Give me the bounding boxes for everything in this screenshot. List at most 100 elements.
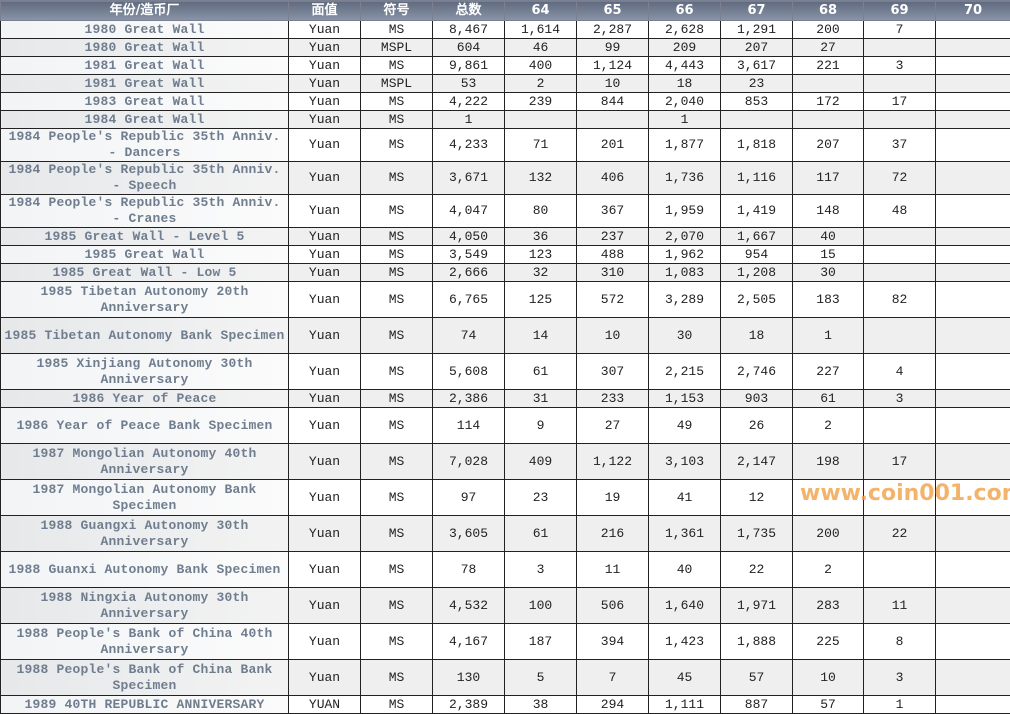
- grade-70-cell: [936, 408, 1010, 444]
- grade-70-cell: [936, 129, 1010, 162]
- grade-67-cell: 2,505: [721, 282, 793, 318]
- grade-64-cell: 71: [505, 129, 577, 162]
- grade-64-cell: 400: [505, 57, 577, 75]
- grade-64-cell: 132: [505, 162, 577, 195]
- grade-68-cell: 61: [793, 390, 864, 408]
- header-grade-65: 65: [577, 1, 649, 21]
- grade-66-cell: 49: [649, 408, 721, 444]
- grade-65-cell: 19: [577, 480, 649, 516]
- symbol-cell: MS: [361, 624, 433, 660]
- grade-69-cell: [864, 39, 936, 57]
- symbol-cell: MS: [361, 57, 433, 75]
- total-cell: 4,222: [433, 93, 505, 111]
- grade-67-cell: 57: [721, 660, 793, 696]
- grade-68-cell: 30: [793, 264, 864, 282]
- grade-70-cell: [936, 354, 1010, 390]
- grade-67-cell: [721, 111, 793, 129]
- grade-69-cell: 37: [864, 129, 936, 162]
- grade-64-cell: 123: [505, 246, 577, 264]
- grade-67-cell: 853: [721, 93, 793, 111]
- grade-70-cell: [936, 21, 1010, 39]
- symbol-cell: MSPL: [361, 75, 433, 93]
- grade-64-cell: 14: [505, 318, 577, 354]
- grade-67-cell: 1,116: [721, 162, 793, 195]
- grade-64-cell: 2: [505, 75, 577, 93]
- grade-69-cell: [864, 228, 936, 246]
- grade-64-cell: 187: [505, 624, 577, 660]
- grade-65-cell: 307: [577, 354, 649, 390]
- total-cell: 6,765: [433, 282, 505, 318]
- total-cell: 2,389: [433, 696, 505, 714]
- total-cell: 1: [433, 111, 505, 129]
- symbol-cell: MS: [361, 696, 433, 714]
- denomination-cell: Yuan: [289, 129, 361, 162]
- grade-66-cell: 3,289: [649, 282, 721, 318]
- grade-65-cell: 572: [577, 282, 649, 318]
- header-symbol: 符号: [361, 1, 433, 21]
- symbol-cell: MS: [361, 480, 433, 516]
- denomination-cell: Yuan: [289, 195, 361, 228]
- grade-65-cell: 310: [577, 264, 649, 282]
- denomination-cell: Yuan: [289, 660, 361, 696]
- table-row: 1984 People's Republic 35th Anniv. - Dan…: [1, 129, 1010, 162]
- grade-67-cell: 1,818: [721, 129, 793, 162]
- coin-name-cell: 1981 Great Wall: [1, 75, 289, 93]
- header-grade-66: 66: [649, 1, 721, 21]
- grade-69-cell: 1: [864, 696, 936, 714]
- coin-name-cell: 1989 40TH REPUBLIC ANNIVERSARY: [1, 696, 289, 714]
- coin-name-cell: 1987 Mongolian Autonomy 40th Anniversary: [1, 444, 289, 480]
- header-row: 年份/造币厂 面值 符号 总数 64 65 66 67 68 69 70: [1, 1, 1010, 21]
- grade-70-cell: [936, 660, 1010, 696]
- coin-name-cell: 1984 People's Republic 35th Anniv. - Dan…: [1, 129, 289, 162]
- grade-67-cell: 887: [721, 696, 793, 714]
- grade-69-cell: [864, 408, 936, 444]
- symbol-cell: MS: [361, 111, 433, 129]
- grade-64-cell: 409: [505, 444, 577, 480]
- denomination-cell: Yuan: [289, 624, 361, 660]
- symbol-cell: MS: [361, 282, 433, 318]
- grade-65-cell: 506: [577, 588, 649, 624]
- symbol-cell: MS: [361, 93, 433, 111]
- grade-67-cell: 1,888: [721, 624, 793, 660]
- grade-68-cell: 198: [793, 444, 864, 480]
- grade-68-cell: 172: [793, 93, 864, 111]
- header-year-mint: 年份/造币厂: [1, 1, 289, 21]
- grade-69-cell: 3: [864, 390, 936, 408]
- grade-66-cell: 41: [649, 480, 721, 516]
- total-cell: 8,467: [433, 21, 505, 39]
- coin-name-cell: 1986 Year of Peace Bank Specimen: [1, 408, 289, 444]
- coin-name-cell: 1988 People's Bank of China Bank Specime…: [1, 660, 289, 696]
- grade-64-cell: 61: [505, 516, 577, 552]
- denomination-cell: Yuan: [289, 516, 361, 552]
- coin-name-cell: 1988 Ningxia Autonomy 30th Anniversary: [1, 588, 289, 624]
- grade-70-cell: [936, 57, 1010, 75]
- total-cell: 53: [433, 75, 505, 93]
- coin-name-cell: 1985 Tibetan Autonomy Bank Specimen: [1, 318, 289, 354]
- grade-68-cell: 207: [793, 129, 864, 162]
- table-row: 1987 Mongolian Autonomy 40th Anniversary…: [1, 444, 1010, 480]
- grade-69-cell: 11: [864, 588, 936, 624]
- coin-name-cell: 1987 Mongolian Autonomy Bank Specimen: [1, 480, 289, 516]
- grade-69-cell: 82: [864, 282, 936, 318]
- grade-68-cell: 225: [793, 624, 864, 660]
- total-cell: 97: [433, 480, 505, 516]
- grade-70-cell: [936, 39, 1010, 57]
- coin-name-cell: 1985 Xinjiang Autonomy 30th Anniversary: [1, 354, 289, 390]
- grade-67-cell: 954: [721, 246, 793, 264]
- grade-69-cell: [864, 246, 936, 264]
- grade-68-cell: 40: [793, 228, 864, 246]
- grade-64-cell: 23: [505, 480, 577, 516]
- total-cell: 604: [433, 39, 505, 57]
- grade-64-cell: 1,614: [505, 21, 577, 39]
- grade-70-cell: [936, 318, 1010, 354]
- grade-67-cell: 1,667: [721, 228, 793, 246]
